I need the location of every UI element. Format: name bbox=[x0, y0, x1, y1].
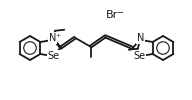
Text: Se: Se bbox=[133, 51, 145, 61]
Text: Br: Br bbox=[106, 10, 118, 20]
Text: N: N bbox=[137, 33, 145, 43]
Text: N: N bbox=[49, 33, 56, 43]
Text: +: + bbox=[55, 33, 60, 38]
Text: Se: Se bbox=[48, 51, 60, 61]
Text: −: − bbox=[117, 8, 123, 18]
